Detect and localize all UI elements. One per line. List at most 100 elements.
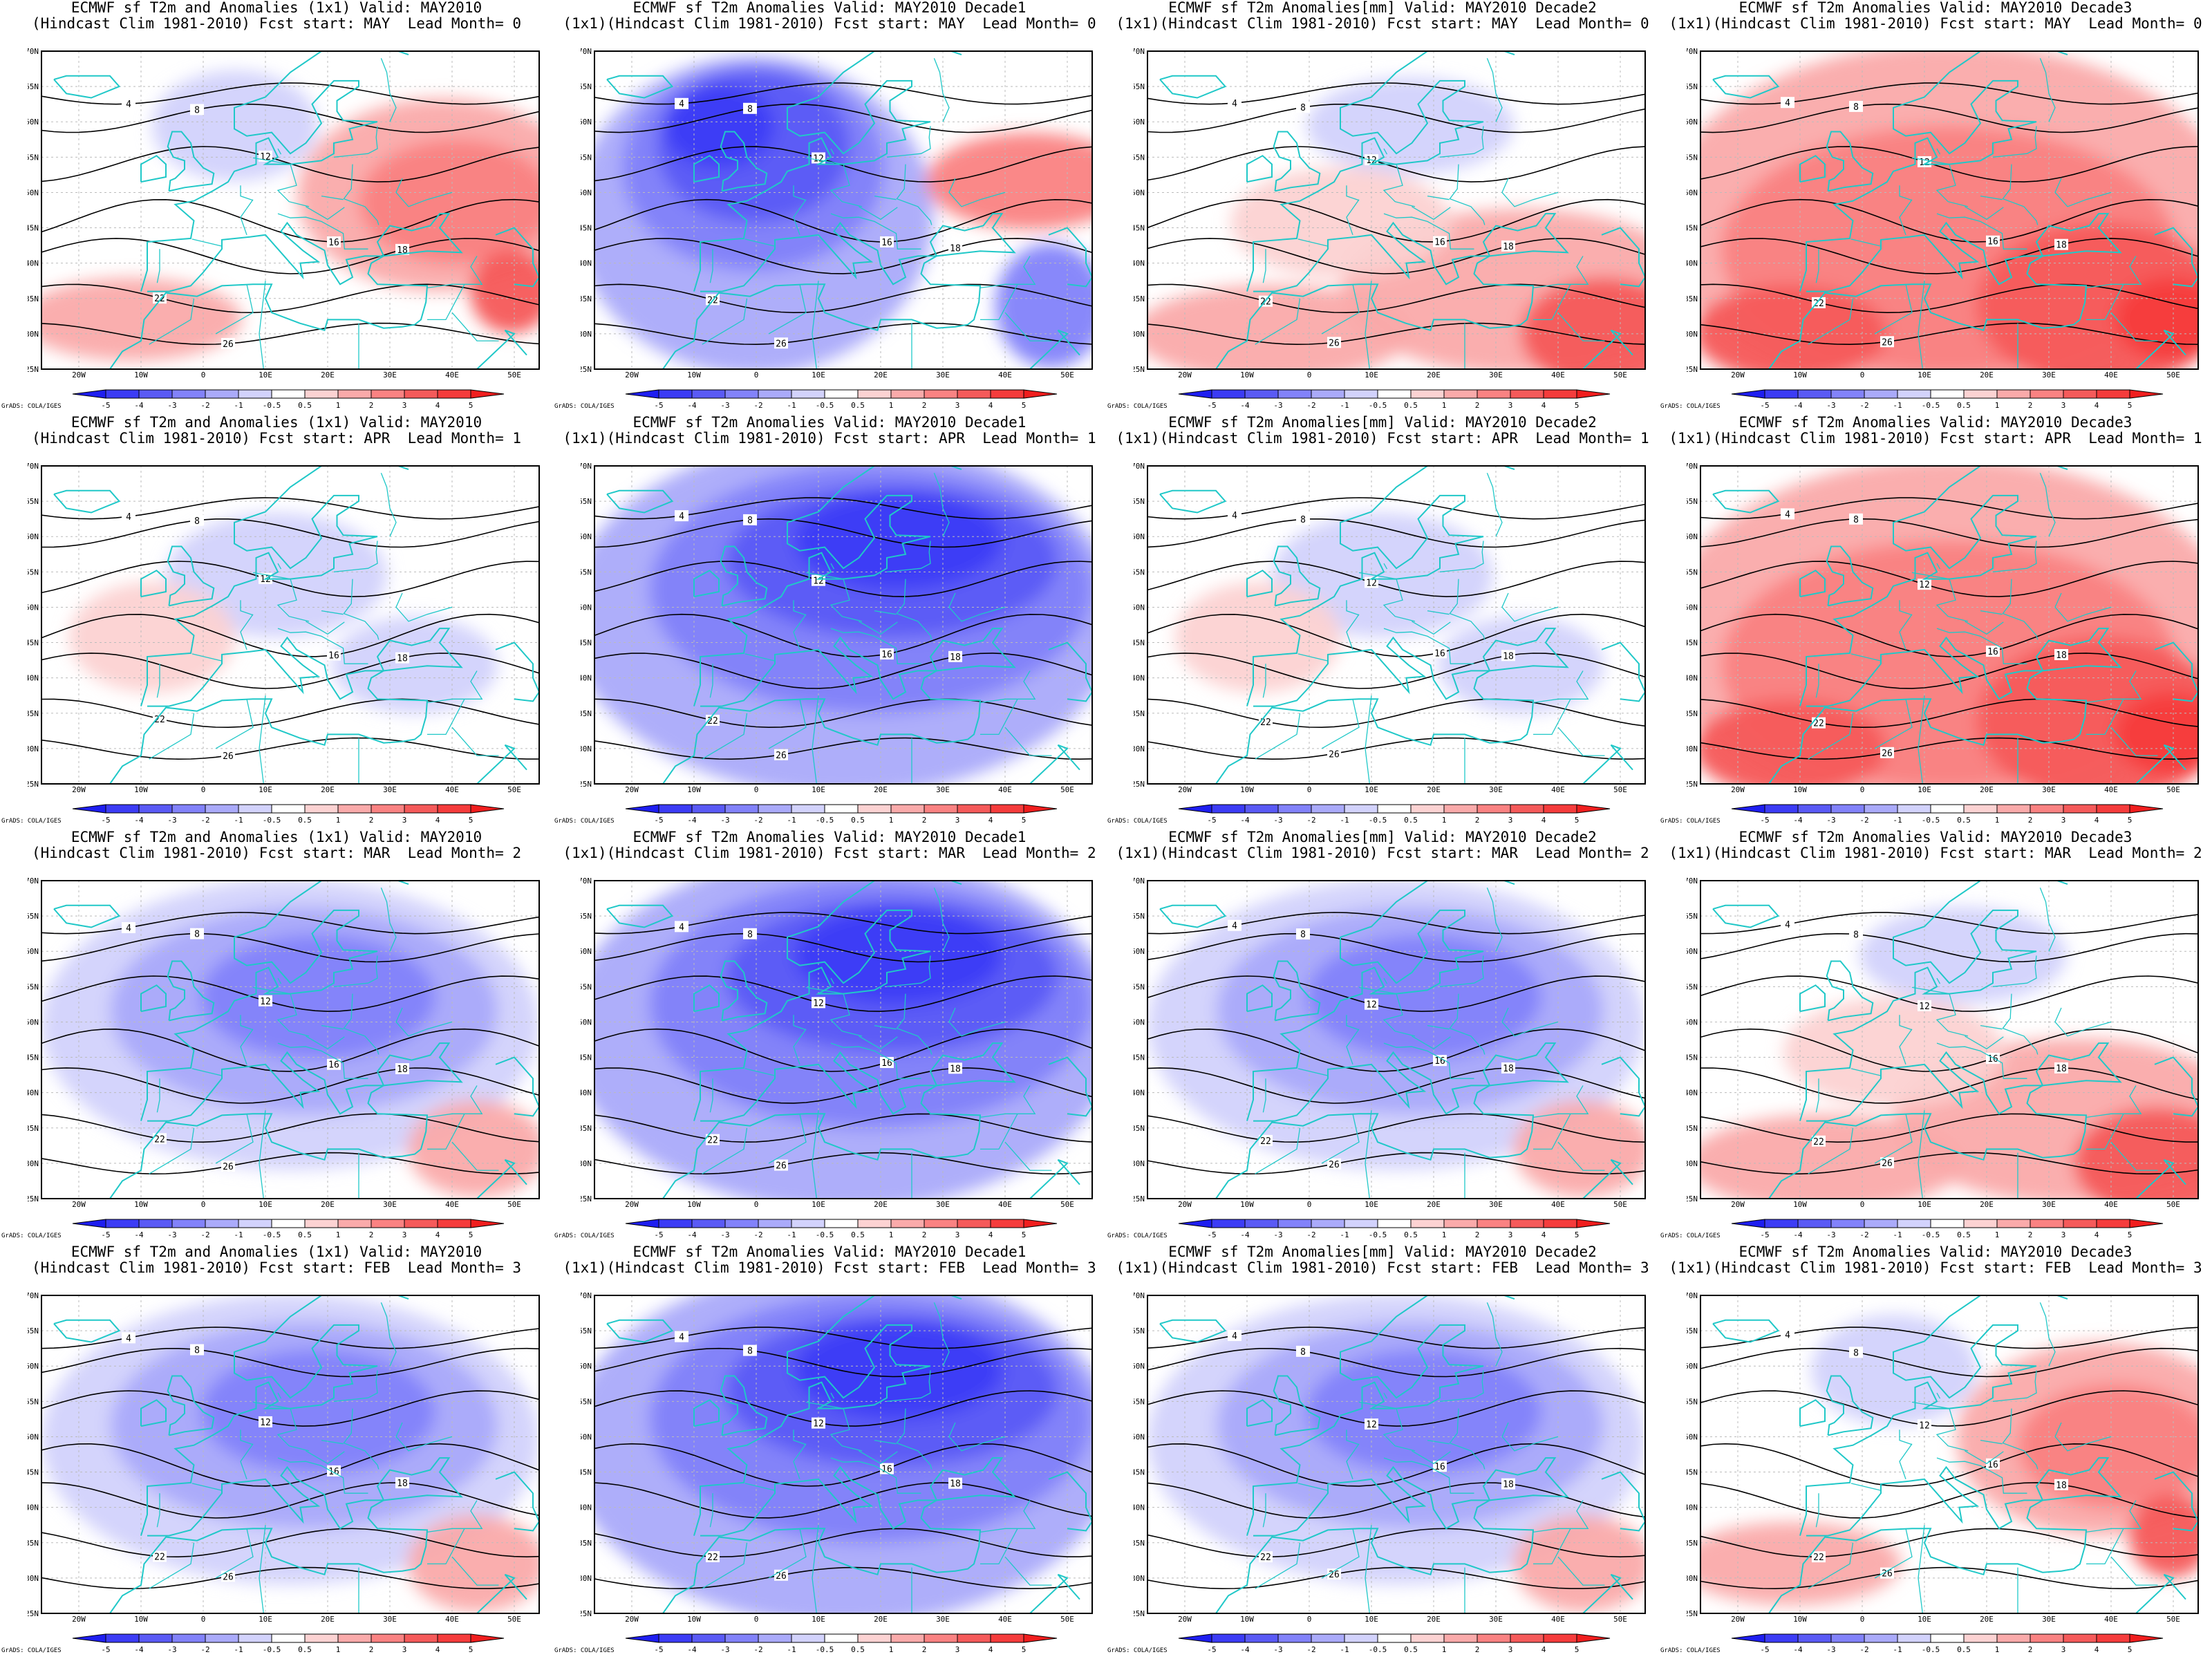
- colorbar-segment: [105, 1219, 140, 1228]
- anomaly-map: 48121618222670N65N60N55N50N45N40N35N30N2…: [1687, 47, 2199, 379]
- colorbar-segment: [1996, 389, 2031, 399]
- latitude-label: 60N: [1134, 947, 1145, 956]
- contour-line: [594, 653, 1092, 689]
- contour-label: 26: [1329, 338, 1340, 348]
- colorbar-label: 2: [369, 401, 374, 410]
- latitude-label: 45N: [1687, 224, 1698, 233]
- colorbar-label: 0.5: [1957, 1645, 1971, 1654]
- latitude-label: 40N: [28, 674, 39, 683]
- map-panel: ECMWF sf T2m Anomalies Valid: MAY2010 De…: [553, 0, 1106, 415]
- contour-label: 4: [126, 512, 131, 523]
- contour-label: 26: [776, 1571, 787, 1582]
- latitude-label: 35N: [1687, 1539, 1698, 1548]
- longitude-label: 50E: [1613, 371, 1627, 379]
- panel-title-line1: ECMWF sf T2m Anomalies Valid: MAY2010 De…: [1738, 414, 2133, 431]
- latitude-label: 55N: [1687, 153, 1698, 162]
- colorbar-label: 1: [336, 401, 341, 410]
- latitude-label: 40N: [1134, 1089, 1145, 1098]
- longitude-label: 40E: [998, 1200, 1012, 1208]
- longitude-label: 50E: [1060, 785, 1074, 794]
- contour-line: [41, 1113, 539, 1143]
- coastlines: [606, 1295, 1092, 1613]
- coastlines: [606, 466, 1092, 784]
- latitude-label: 45N: [1134, 1053, 1145, 1062]
- colorbar-segment: [857, 1219, 892, 1228]
- colorbar-label: 2: [369, 1645, 374, 1654]
- colorbar-label: -1: [234, 401, 243, 410]
- anomaly-region: [795, 907, 1002, 1004]
- colorbar-segment: [205, 389, 239, 399]
- latitude-label: 70N: [1687, 462, 1698, 471]
- latitude-label: 65N: [28, 912, 39, 921]
- latitude-label: 45N: [28, 1053, 39, 1062]
- longitude-label: 40E: [1551, 1615, 1565, 1623]
- longitude-label: 20E: [874, 1200, 888, 1208]
- colorbar-label: 0.5: [1957, 401, 1971, 410]
- colorbar-label: 1: [1442, 816, 1447, 825]
- contour-line: [1147, 698, 1645, 729]
- contour-label: 4: [1785, 920, 1790, 930]
- latitude-label: 45N: [1134, 1468, 1145, 1477]
- latitude-label: 25N: [581, 1609, 592, 1618]
- anomaly-region: [995, 243, 1092, 368]
- longitude-label: 40E: [2104, 785, 2118, 794]
- contour-label: 26: [223, 339, 234, 350]
- contour-label: 16: [881, 650, 892, 660]
- map-panel: ECMWF sf T2m Anomalies Valid: MAY2010 De…: [553, 830, 1106, 1244]
- longitude-label: 20W: [1178, 1200, 1192, 1208]
- contour-line: [1147, 283, 1645, 314]
- anomaly-region: [1700, 700, 1887, 784]
- contour-line: [1700, 238, 2198, 274]
- longitude-label: 0: [1307, 785, 1312, 794]
- colorbar-segment: [1543, 1633, 1577, 1643]
- contour-line: [594, 561, 1092, 597]
- colorbar: -5 -4 -3 -2 -1 -0.5 0.5 1 2 3 4 5 GrADS: COLA/IGES: [1, 1219, 505, 1239]
- longitude-label: 30E: [936, 1200, 950, 1208]
- colorbar-segment: [1830, 1219, 1865, 1228]
- contour-label: 16: [881, 238, 892, 248]
- colorbar-label: -4: [1240, 1645, 1250, 1654]
- longitude-label: 20E: [1427, 1615, 1441, 1623]
- latitude-label: 30N: [28, 330, 39, 339]
- colorbar-segment: [105, 804, 140, 814]
- coastlines: [1712, 881, 2198, 1199]
- longitude-label: 10W: [134, 785, 148, 794]
- contour-line: [1147, 1566, 1645, 1590]
- coastlines: [1712, 1295, 2198, 1613]
- colorbar-segment: [304, 804, 339, 814]
- grads-credit: GrADS: COLA/IGES: [554, 1232, 615, 1239]
- contour-line: [1147, 737, 1645, 760]
- colorbar: -5 -4 -3 -2 -1 -0.5 0.5 1 2 3 4 5 GrADS: COLA/IGES: [1660, 804, 2164, 825]
- colorbar-label: 1: [1995, 401, 2000, 410]
- colorbar-label: 4: [1541, 1230, 1546, 1239]
- contour-label: 26: [776, 339, 787, 349]
- contour-label: 16: [328, 238, 339, 248]
- latitude-label: 70N: [1134, 462, 1145, 471]
- latitude-label: 35N: [1134, 709, 1145, 718]
- latitude-label: 45N: [28, 224, 39, 233]
- longitude-label: 10W: [1240, 1200, 1254, 1208]
- panel-title-line1: ECMWF sf T2m Anomalies Valid: MAY2010 De…: [1738, 0, 2133, 16]
- colorbar-label: 2: [1475, 816, 1480, 825]
- panel-title-line2: (Hindcast Clim 1981-2010) Fcst start: MA…: [31, 15, 521, 32]
- climatology-contours: [41, 912, 539, 1175]
- latitude-label: 30N: [28, 1574, 39, 1583]
- colorbar-label: -2: [1859, 816, 1868, 825]
- colorbar: -5 -4 -3 -2 -1 -0.5 0.5 1 2 3 4 5 GrADS: COLA/IGES: [554, 1633, 1058, 1654]
- contour-label: 16: [328, 1060, 339, 1071]
- colorbar-label: -4: [687, 1645, 697, 1654]
- colorbar-segment: [990, 389, 1024, 399]
- contour-label: 8: [1853, 102, 1859, 113]
- contour-label: 22: [707, 1553, 718, 1563]
- longitude-label: 20W: [1731, 785, 1745, 794]
- anomaly-region: [69, 582, 235, 693]
- colorbar-segment: [171, 804, 206, 814]
- colorbar-segment: [625, 1633, 659, 1643]
- colorbar-segment: [857, 1633, 892, 1643]
- colorbar-segment: [2030, 389, 2064, 399]
- latitude-label: 65N: [1134, 1327, 1145, 1335]
- latitude-label: 50N: [28, 1432, 39, 1441]
- colorbar-label: -1: [234, 1230, 243, 1239]
- anomaly-map: 48121618222670N65N60N55N50N45N40N35N30N2…: [28, 877, 540, 1208]
- country-borders: [1255, 1302, 1605, 1613]
